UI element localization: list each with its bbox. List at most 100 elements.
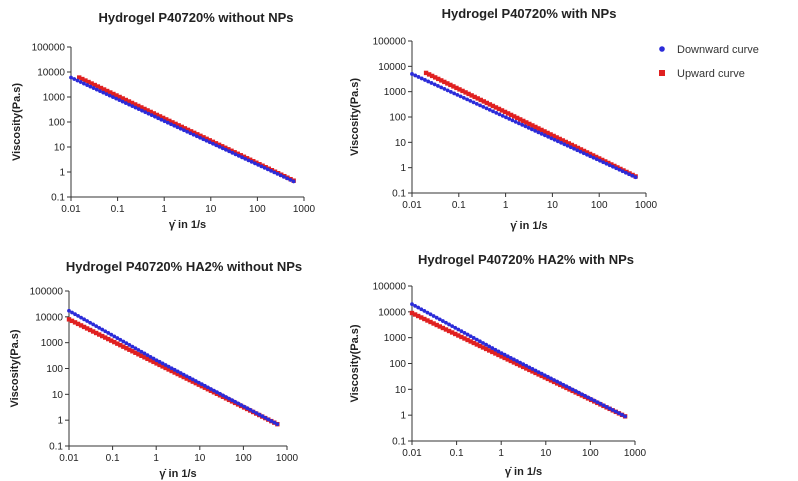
data-point [139, 353, 144, 358]
data-point [232, 150, 237, 155]
data-point [282, 175, 286, 179]
data-point [95, 84, 101, 89]
data-point [508, 112, 514, 118]
data-point [123, 101, 128, 106]
data-point [617, 411, 621, 416]
data-point [121, 339, 126, 344]
data-point [100, 333, 105, 339]
data-point [181, 374, 186, 380]
data-point [487, 344, 492, 349]
data-point [546, 134, 551, 139]
data-point [166, 364, 171, 369]
data-point [87, 327, 93, 333]
x-tick-label: 1000 [276, 453, 299, 464]
data-point [145, 353, 150, 358]
data-point [127, 102, 131, 107]
data-point [127, 347, 132, 352]
data-point [573, 389, 578, 393]
data-point [502, 109, 508, 115]
data-point [527, 121, 532, 127]
data-point [88, 84, 93, 89]
x-tick-label: 1000 [624, 448, 647, 459]
data-point [193, 380, 199, 386]
data-point [465, 332, 470, 337]
data-point [484, 106, 489, 111]
data-point [75, 78, 80, 83]
data-point [259, 164, 264, 169]
y-tick-label: 1 [59, 168, 65, 179]
data-point [118, 342, 123, 348]
data-point [241, 154, 247, 159]
data-point [493, 347, 498, 352]
data-point [508, 358, 514, 364]
data-point [272, 170, 277, 175]
data-point [165, 120, 170, 125]
data-point [604, 161, 609, 166]
series-upward [409, 310, 628, 419]
data-point [173, 121, 178, 127]
data-point [251, 409, 256, 414]
data-point [412, 312, 418, 317]
data-point [549, 376, 553, 381]
data-point [410, 72, 414, 76]
data-point [190, 379, 195, 384]
data-point [439, 85, 444, 90]
data-point [169, 366, 174, 371]
data-point [98, 89, 102, 93]
data-point [533, 370, 538, 376]
data-point [560, 138, 565, 143]
data-point [82, 317, 86, 322]
data-point [263, 415, 268, 420]
y-tick-label: 0.1 [51, 193, 65, 204]
data-point [123, 97, 129, 103]
data-point [207, 140, 212, 145]
data-point [505, 354, 510, 359]
data-point [193, 379, 198, 383]
data-point [114, 93, 119, 98]
data-point [567, 385, 572, 390]
data-point [226, 147, 231, 152]
data-point [437, 324, 442, 329]
data-point [410, 302, 414, 307]
data-point [455, 93, 460, 97]
data-point [576, 390, 581, 395]
data-point [130, 349, 135, 354]
data-point [466, 91, 471, 97]
data-point [75, 321, 81, 327]
data-point [443, 327, 449, 332]
data-point [132, 102, 138, 107]
data-point [603, 159, 608, 164]
data-point [428, 319, 433, 325]
data-point [524, 366, 529, 371]
data-point [415, 313, 421, 319]
data-point [409, 310, 415, 316]
data-point [630, 173, 635, 178]
chart-title: Hydrogel P40720% with NPs [442, 6, 617, 21]
data-point [154, 358, 159, 363]
data-point [468, 339, 473, 344]
data-point [103, 329, 108, 334]
y-tick-label: 1000 [384, 87, 407, 98]
data-point [242, 404, 247, 409]
data-point [211, 141, 215, 146]
data-point [539, 131, 544, 136]
data-point [527, 367, 532, 373]
data-point [457, 87, 462, 92]
data-point [201, 135, 206, 140]
data-point [199, 382, 204, 387]
data-point [104, 92, 109, 97]
data-point [285, 176, 290, 181]
data-point [614, 166, 619, 171]
data-point [475, 96, 480, 101]
data-point [437, 317, 442, 322]
data-point [593, 154, 599, 160]
data-point [246, 158, 251, 163]
data-point [586, 395, 590, 400]
series-downward [69, 75, 296, 184]
data-point [124, 341, 129, 346]
data-point [236, 153, 241, 158]
data-point [590, 153, 596, 158]
y-tick-label: 100000 [32, 43, 66, 54]
data-point [448, 82, 453, 88]
data-point [511, 360, 517, 365]
